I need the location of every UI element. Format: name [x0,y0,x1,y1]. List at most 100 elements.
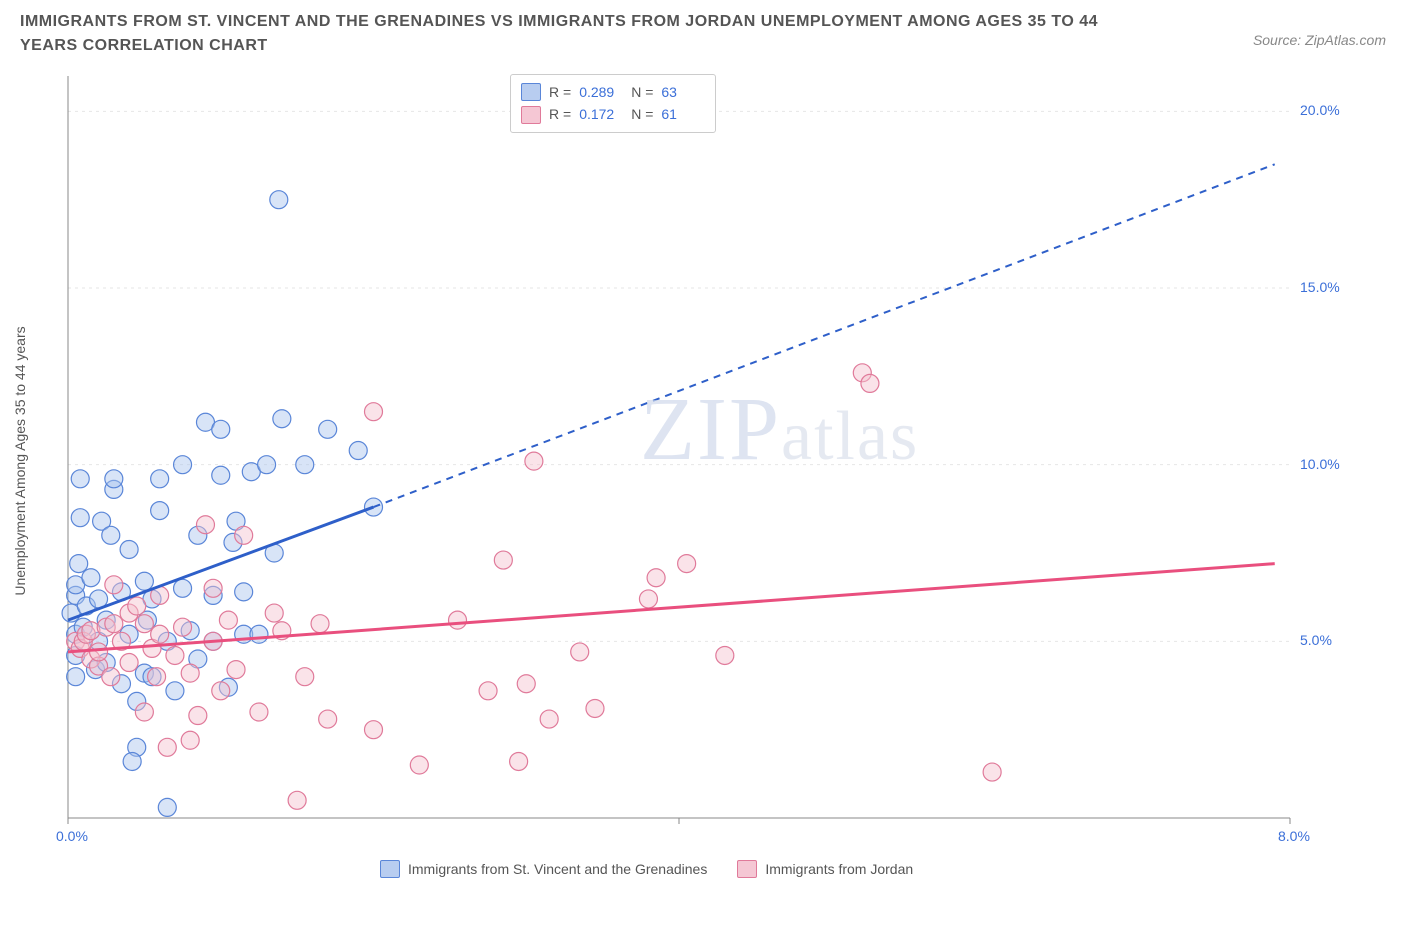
data-point [148,668,166,686]
legend-stats-row: R = 0.172 N = 61 [521,103,705,125]
data-point [449,611,467,629]
data-point [571,643,589,661]
data-point [716,646,734,664]
data-point [235,583,253,601]
data-point [349,442,367,460]
data-point [181,664,199,682]
stat-n-value: 63 [661,81,705,103]
data-point [258,456,276,474]
data-point [120,540,138,558]
y-tick-label: 5.0% [1300,632,1332,648]
data-point [166,682,184,700]
data-point [105,470,123,488]
legend-label: Immigrants from St. Vincent and the Gren… [408,861,707,877]
data-point [540,710,558,728]
data-point [82,569,100,587]
y-tick-label: 10.0% [1300,456,1340,472]
data-point [647,569,665,587]
legend-item: Immigrants from Jordan [737,860,913,878]
data-point [479,682,497,700]
data-point [174,456,192,474]
x-tick-label: 8.0% [1278,828,1310,844]
chart-container: Unemployment Among Ages 35 to 44 years Z… [60,68,1406,838]
data-point [71,470,89,488]
legend-stats-row: R = 0.289 N = 63 [521,81,705,103]
stat-r-value: 0.289 [579,81,623,103]
y-axis-label: Unemployment Among Ages 35 to 44 years [12,326,28,595]
data-point [174,579,192,597]
data-point [319,420,337,438]
data-point [196,516,214,534]
data-point [189,707,207,725]
data-point [365,721,383,739]
data-point [105,615,123,633]
data-point [365,403,383,421]
data-point [983,763,1001,781]
data-point [151,502,169,520]
data-point [105,576,123,594]
data-point [102,526,120,544]
data-point [311,615,329,633]
data-point [296,668,314,686]
data-point [861,374,879,392]
data-point [123,752,141,770]
data-point [678,555,696,573]
data-point [586,699,604,717]
data-point [67,668,85,686]
legend-label: Immigrants from Jordan [765,861,913,877]
data-point [166,646,184,664]
x-tick-label: 0.0% [56,828,88,844]
y-tick-label: 15.0% [1300,279,1340,295]
data-point [71,509,89,527]
data-point [219,611,237,629]
data-point [510,752,528,770]
data-point [250,625,268,643]
stat-n-label: N = [631,81,653,103]
data-point [494,551,512,569]
data-point [265,604,283,622]
legend-swatch [380,860,400,878]
data-point [102,668,120,686]
series-legend: Immigrants from St. Vincent and the Gren… [380,860,913,878]
source-attribution: Source: ZipAtlas.com [1253,32,1386,48]
data-point [235,526,253,544]
data-point [410,756,428,774]
data-point [212,466,230,484]
data-point [135,615,153,633]
data-point [128,597,146,615]
data-point [319,710,337,728]
stat-r-label: R = [549,103,571,125]
data-point [174,618,192,636]
trend-line [68,507,374,620]
trend-line-extrapolated [374,164,1275,507]
scatter-plot [60,68,1350,838]
data-point [151,625,169,643]
data-point [70,555,88,573]
stat-n-label: N = [631,103,653,125]
legend-item: Immigrants from St. Vincent and the Gren… [380,860,707,878]
data-point [517,675,535,693]
legend-swatch [737,860,757,878]
data-point [270,191,288,209]
data-point [151,470,169,488]
stat-n-value: 61 [661,103,705,125]
y-tick-label: 20.0% [1300,102,1340,118]
data-point [273,410,291,428]
data-point [204,579,222,597]
legend-swatch [521,106,541,124]
data-point [227,661,245,679]
data-point [90,643,108,661]
data-point [135,703,153,721]
data-point [288,791,306,809]
legend-swatch [521,83,541,101]
data-point [181,731,199,749]
data-point [296,456,314,474]
data-point [212,420,230,438]
data-point [525,452,543,470]
data-point [158,738,176,756]
data-point [158,798,176,816]
data-point [120,654,138,672]
chart-title: IMMIGRANTS FROM ST. VINCENT AND THE GREN… [20,10,1120,58]
data-point [135,572,153,590]
data-point [212,682,230,700]
